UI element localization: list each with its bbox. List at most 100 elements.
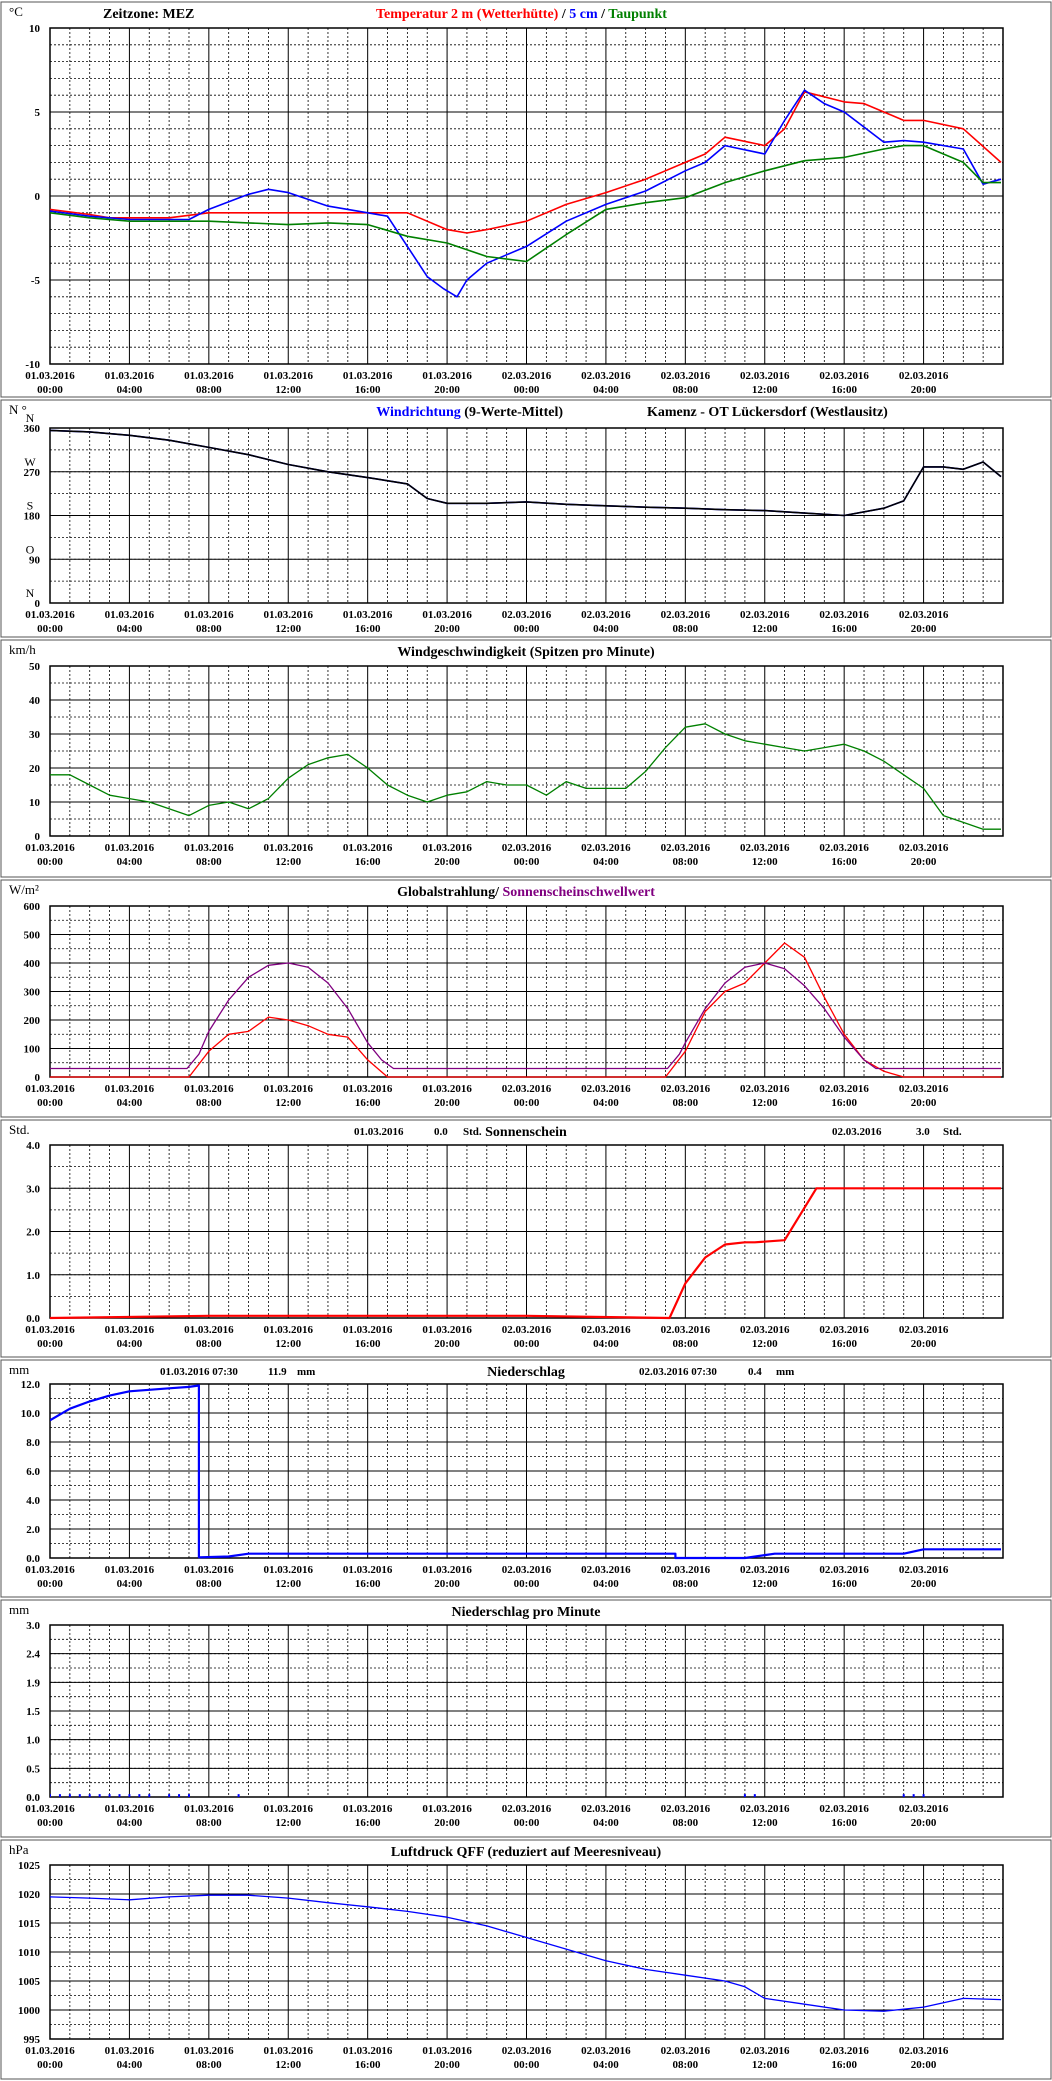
x-tick-time: 12:00 [752, 1817, 778, 1829]
chart-panel-7: 0.0 0.5 1.0 1.5 1.9 2.4 3.0 mm 01.03.2016 00:00 01… [0, 1599, 1052, 1838]
x-tick-time: 04:00 [593, 856, 619, 868]
x-tick-date: 02.03.2016 [661, 1564, 711, 1576]
x-tick-time: 12:00 [752, 1338, 778, 1350]
y-tick-label: 12.0 [21, 1379, 41, 1391]
x-tick-time: 04:00 [593, 384, 619, 396]
title-part: Taupunkt [605, 7, 667, 22]
y-unit-label: hPa [9, 1842, 29, 1857]
grid [49, 1144, 1004, 1319]
x-tick-time: 04:00 [593, 1578, 619, 1590]
x-tick-time: 12:00 [275, 1097, 301, 1109]
x-tick-time: 16:00 [355, 384, 381, 396]
x-tick-time: 20:00 [911, 1097, 937, 1109]
x-tick-time: 04:00 [593, 2059, 619, 2071]
x-tick-date: 01.03.2016 [264, 1083, 314, 1095]
x-tick-date: 02.03.2016 [502, 1324, 552, 1336]
x-tick-date: 02.03.2016 [899, 609, 949, 621]
x-tick-time: 20:00 [434, 1097, 460, 1109]
x-tick-time: 00:00 [37, 384, 63, 396]
x-tick-time: 20:00 [911, 1578, 937, 1590]
x-tick-time: 04:00 [117, 1097, 143, 1109]
x-tick-date: 01.03.2016 [422, 1803, 472, 1815]
series-group [50, 1187, 1001, 1320]
x-tick-date: 02.03.2016 [819, 609, 869, 621]
x-tick-time: 00:00 [514, 623, 540, 635]
direction-label: S [27, 499, 34, 513]
y-tick-label: 1010 [18, 1947, 41, 1959]
y-tick-label: 1.0 [26, 1270, 40, 1282]
series-line-1 [50, 1894, 1002, 2012]
plot-border [49, 1383, 1004, 1559]
x-tick-time: 12:00 [752, 856, 778, 868]
stat-left-date: 01.03.2016 [354, 1126, 404, 1138]
x-tick-date: 01.03.2016 [264, 1564, 314, 1576]
x-tick-date: 01.03.2016 [343, 609, 393, 621]
series-line-1 [50, 91, 1002, 234]
y-tick-label: 6.0 [26, 1466, 40, 1478]
x-tick-date: 02.03.2016 [661, 1083, 711, 1095]
title-part: 5 cm [566, 7, 598, 22]
x-tick-date: 01.03.2016 [343, 2045, 393, 2057]
series-group [50, 1794, 925, 1797]
y-tick-label: 1025 [18, 1860, 41, 1872]
y-tick-label: 180 [24, 511, 41, 523]
chart-panel-4: 0 100 200 300 400 500 600 W/m² 01.03.2016 00:00 01… [0, 879, 1052, 1118]
y-tick-label: 0 [35, 831, 41, 843]
stat-right-date: 02.03.2016 [832, 1126, 882, 1138]
x-tick-date: 02.03.2016 [819, 370, 869, 382]
y-tick-label: 30 [29, 729, 41, 741]
x-tick-date: 02.03.2016 [661, 370, 711, 382]
x-tick-time: 08:00 [196, 856, 222, 868]
title-part: / [598, 7, 607, 22]
x-tick-date: 01.03.2016 [264, 842, 314, 854]
y-unit-label: Std. [9, 1122, 30, 1137]
precip-bar [138, 1794, 141, 1797]
series-line-1 [50, 723, 1001, 830]
x-tick-time: 12:00 [275, 1817, 301, 1829]
y-tick-label: 360 [24, 423, 41, 435]
header-left: Zeitzone: MEZ [103, 7, 194, 22]
series-line-1 [50, 1384, 1001, 1560]
x-tick-date: 01.03.2016 [25, 2045, 75, 2057]
x-tick-time: 16:00 [831, 384, 857, 396]
x-tick-time: 08:00 [196, 384, 222, 396]
x-tick-date: 02.03.2016 [899, 1803, 949, 1815]
x-tick-date: 02.03.2016 [581, 370, 631, 382]
x-tick-date: 01.03.2016 [105, 1083, 155, 1095]
x-tick-time: 08:00 [672, 1817, 698, 1829]
x-tick-date: 01.03.2016 [343, 1803, 393, 1815]
y-tick-label: 500 [24, 930, 41, 942]
x-tick-date: 02.03.2016 [502, 1564, 552, 1576]
x-tick-date: 01.03.2016 [25, 1803, 75, 1815]
y-tick-label: 1.0 [26, 1735, 40, 1747]
y-tick-label: 3.0 [26, 1620, 40, 1632]
stat-left-unit: Std. [463, 1126, 482, 1138]
x-tick-date: 02.03.2016 [661, 842, 711, 854]
x-tick-time: 08:00 [196, 1578, 222, 1590]
plot-border [49, 665, 1004, 837]
x-tick-date: 01.03.2016 [422, 2045, 472, 2057]
x-tick-time: 20:00 [434, 384, 460, 396]
y-tick-label: 4.0 [26, 1495, 40, 1507]
x-tick-date: 02.03.2016 [661, 1324, 711, 1336]
x-tick-time: 08:00 [196, 2059, 222, 2071]
precip-bar [128, 1794, 131, 1797]
y-unit-label: N ° [9, 402, 27, 417]
y-tick-label: 20 [29, 763, 41, 775]
x-tick-date: 02.03.2016 [502, 1803, 552, 1815]
x-tick-time: 12:00 [275, 384, 301, 396]
y-tick-label: 600 [24, 901, 41, 913]
x-tick-date: 01.03.2016 [264, 370, 314, 382]
y-tick-label: 1005 [18, 1976, 41, 1988]
x-tick-date: 01.03.2016 [422, 370, 472, 382]
x-tick-time: 16:00 [355, 623, 381, 635]
series-line-2 [50, 429, 1002, 517]
x-tick-time: 16:00 [355, 2059, 381, 2071]
precip-bar [922, 1794, 925, 1797]
chart-panel-8: 995 1000 1005 1010 1015 1020 1025 hPa 01.03.2016… [0, 1839, 1052, 2080]
y-unit-label: W/m² [9, 882, 39, 897]
x-tick-date: 02.03.2016 [740, 842, 790, 854]
x-tick-date: 01.03.2016 [422, 1324, 472, 1336]
x-tick-time: 08:00 [672, 856, 698, 868]
